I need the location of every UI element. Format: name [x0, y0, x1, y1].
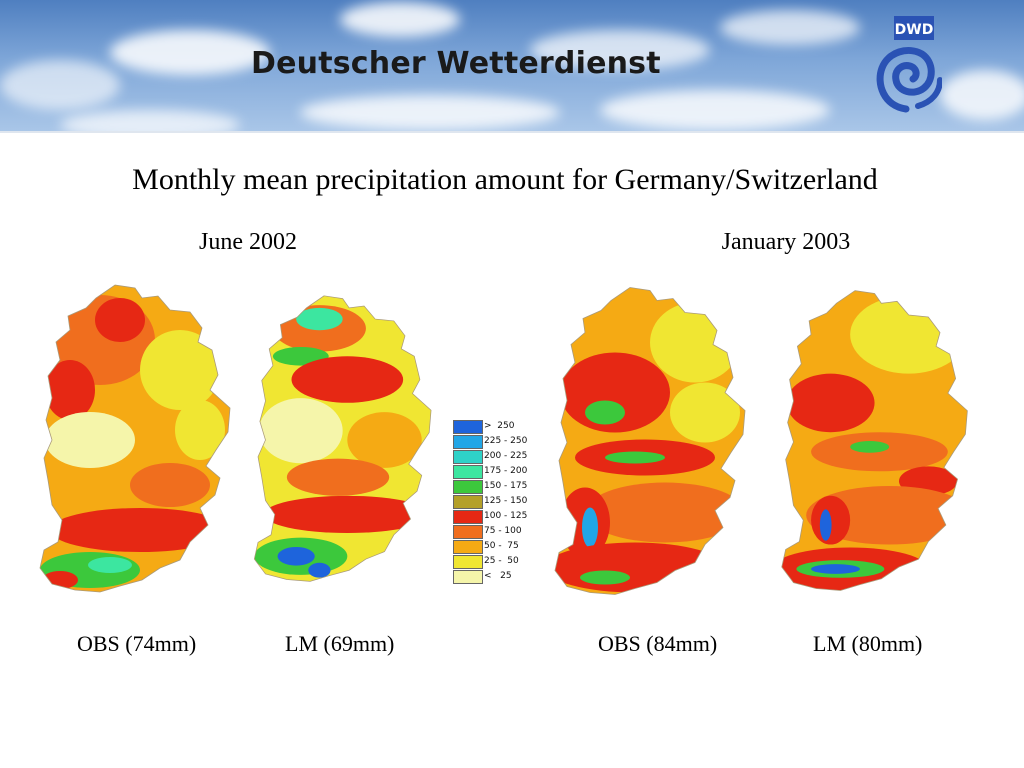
legend-item: 50 - 75 — [452, 540, 548, 554]
legend-swatch — [453, 465, 483, 479]
legend-swatch — [453, 525, 483, 539]
legend-swatch — [453, 510, 483, 524]
legend-label: 150 - 175 — [484, 481, 528, 491]
legend-label: 50 - 75 — [484, 541, 519, 551]
map-label-lm-june-2002: LM (69mm) — [285, 631, 395, 656]
legend-label: 175 - 200 — [484, 466, 528, 476]
legend-swatch — [453, 450, 483, 464]
dwd-banner: Deutscher Wetterdienst DWD — [0, 0, 1024, 131]
legend-item: 100 - 125 — [452, 510, 548, 524]
map-label-obs-january-2003: OBS (84mm) — [598, 631, 718, 656]
page-title: Monthly mean precipitation amount for Ge… — [132, 163, 878, 196]
legend-item: 125 - 150 — [452, 495, 548, 509]
precip-map-lm-january-2003 — [781, 290, 968, 591]
banner-divider — [0, 131, 1024, 133]
legend-item: 75 - 100 — [452, 525, 548, 539]
legend-item: 150 - 175 — [452, 480, 548, 494]
legend-item: > 250 — [452, 420, 548, 434]
legend-swatch — [453, 420, 483, 434]
precip-map-obs-june-2002 — [39, 284, 231, 593]
map-label-obs-june-2002: OBS (74mm) — [77, 631, 197, 656]
legend-item: < 25 — [452, 570, 548, 584]
precipitation-legend: > 250 225 - 250 200 - 225 175 - 200 150 - 17… — [452, 420, 548, 586]
precip-map-lm-june-2002 — [253, 295, 432, 582]
map-label-lm-january-2003: LM (80mm) — [813, 631, 923, 656]
legend-swatch — [453, 540, 483, 554]
legend-label: 125 - 150 — [484, 496, 528, 506]
legend-label: 200 - 225 — [484, 451, 528, 461]
legend-label: 100 - 125 — [484, 511, 528, 521]
period-label-january-2003: January 2003 — [721, 229, 851, 255]
legend-swatch — [453, 570, 483, 584]
legend-label: 25 - 50 — [484, 556, 519, 566]
legend-swatch — [453, 495, 483, 509]
legend-item: 200 - 225 — [452, 450, 548, 464]
legend-label: > 250 — [484, 421, 515, 431]
dwd-spiral-logo-icon: DWD — [876, 16, 942, 113]
banner-title: Deutscher Wetterdienst — [251, 46, 661, 81]
legend-swatch — [453, 480, 483, 494]
legend-item: 175 - 200 — [452, 465, 548, 479]
period-label-june-2002: June 2002 — [199, 229, 297, 255]
legend-swatch — [453, 555, 483, 569]
legend-label: 75 - 100 — [484, 526, 522, 536]
legend-label: < 25 — [484, 571, 512, 581]
precip-map-obs-january-2003 — [554, 287, 746, 595]
legend-swatch — [453, 435, 483, 449]
legend-label: 225 - 250 — [484, 436, 528, 446]
legend-item: 225 - 250 — [452, 435, 548, 449]
legend-item: 25 - 50 — [452, 555, 548, 569]
dwd-logo-text: DWD — [895, 22, 934, 38]
